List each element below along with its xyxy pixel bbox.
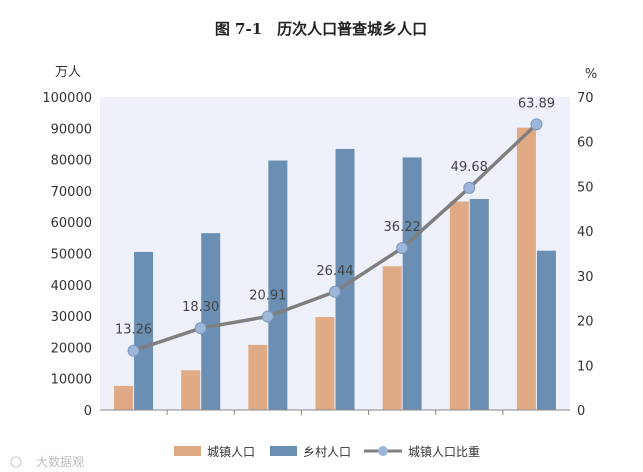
- legend-swatch-ratio-marker: [378, 446, 388, 456]
- left-tick-label: 40000: [51, 279, 92, 294]
- ratio-point: [463, 181, 476, 194]
- ratio-point: [530, 118, 543, 131]
- right-tick-label: 50: [577, 180, 594, 195]
- left-tick-label: 10000: [51, 373, 92, 388]
- right-tick-label: 0: [577, 404, 585, 419]
- left-tick-label: 30000: [51, 310, 92, 325]
- ratio-point: [261, 310, 274, 323]
- bar-rural: [201, 233, 221, 410]
- bar-urban: [516, 127, 536, 410]
- left-tick-label: 50000: [51, 248, 92, 263]
- right-tick-label: 40: [577, 225, 594, 240]
- bar-rural: [536, 250, 556, 410]
- left-tick-label: 0: [84, 404, 92, 419]
- ratio-point: [194, 322, 207, 335]
- bar-urban: [181, 370, 201, 410]
- watermark-text: 大数据观: [36, 454, 84, 469]
- ratio-line-series: 13.26 18.30 20.91 26.44 36.22 49.68 63.89: [115, 96, 555, 357]
- ratio-data-label: 20.91: [249, 289, 286, 304]
- ratio-data-label: 18.30: [182, 300, 219, 315]
- left-axis-ticks: 0 10000 20000 30000 40000 50000 60000 70000 8000…: [42, 91, 92, 419]
- ratio-point: [396, 242, 409, 255]
- left-tick-label: 20000: [51, 341, 92, 356]
- ratio-data-label: 13.26: [115, 323, 152, 338]
- left-tick-label: 100000: [42, 91, 92, 106]
- ratio-data-label: 49.68: [451, 160, 488, 175]
- legend-label-rural: 乡村人口: [303, 445, 351, 459]
- ratio-data-label: 36.22: [384, 220, 421, 235]
- legend-swatch-rural: [270, 446, 297, 456]
- ratio-data-label: 63.89: [518, 96, 555, 111]
- legend-label-urban: 城镇人口: [207, 445, 255, 459]
- bar-urban: [382, 266, 402, 410]
- legend-label-ratio: 城镇人口比重: [408, 445, 480, 459]
- legend-swatch-urban: [174, 446, 201, 456]
- bar-rural: [469, 199, 489, 410]
- bar-rural: [402, 157, 422, 410]
- bar-rural: [268, 160, 288, 410]
- bar-rural: [335, 148, 355, 410]
- left-tick-label: 90000: [51, 122, 92, 137]
- right-tick-label: 20: [577, 315, 594, 330]
- right-tick-label: 70: [577, 91, 594, 106]
- right-tick-label: 60: [577, 136, 594, 151]
- bar-urban: [315, 317, 335, 410]
- right-tick-label: 30: [577, 270, 594, 285]
- left-tick-label: 80000: [51, 154, 92, 169]
- bar-urban: [248, 344, 268, 410]
- bar-rural: [134, 251, 154, 410]
- x-axis-ticks: [166, 410, 504, 415]
- ratio-data-label: 26.44: [316, 264, 353, 279]
- ratio-point: [127, 344, 140, 357]
- plot-area: [100, 97, 570, 410]
- right-tick-label: 10: [577, 359, 594, 374]
- left-tick-label: 70000: [51, 185, 92, 200]
- bars: [114, 127, 556, 410]
- right-axis-ticks: 0 10 20 30 40 50 60 70: [577, 91, 594, 419]
- left-axis-unit: 万人: [55, 65, 81, 80]
- watermark-logo-icon: [10, 456, 22, 468]
- bar-urban: [114, 385, 134, 410]
- bar-urban: [449, 201, 469, 410]
- chart-title: 图 7-1 历次人口普查城乡人口: [215, 20, 427, 38]
- legend: 城镇人口 乡村人口 城镇人口比重: [174, 445, 480, 459]
- ratio-point: [329, 285, 341, 298]
- left-tick-label: 60000: [51, 216, 92, 231]
- right-axis-unit: %: [585, 67, 597, 82]
